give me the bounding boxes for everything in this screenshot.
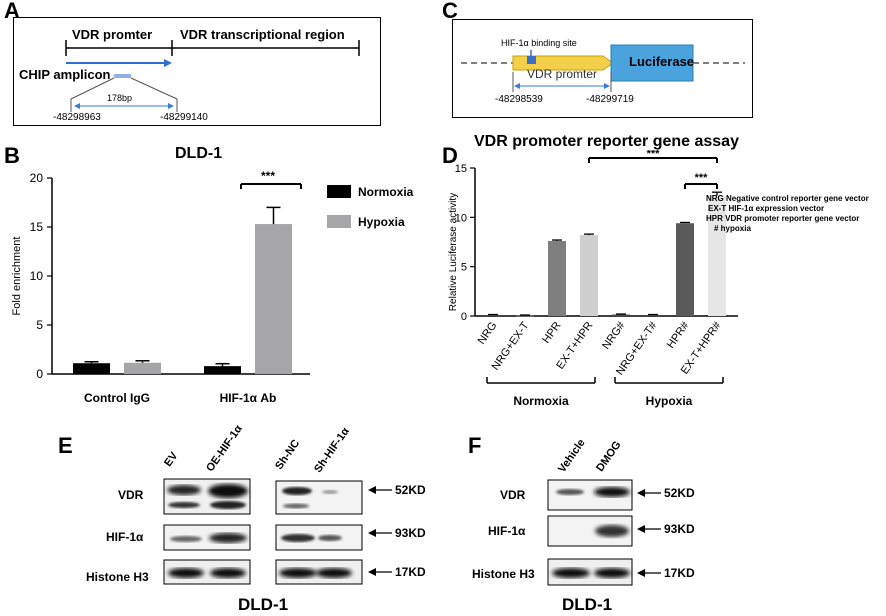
panel-d-label: D — [442, 143, 458, 168]
marker-17kd-f: 17KD — [664, 566, 695, 580]
marker-93kd-f: 93KD — [664, 522, 695, 536]
promoter-label: VDR promter — [72, 27, 153, 42]
chart-b-sig-stars: *** — [261, 169, 275, 183]
chart-d: 0 5 10 15 Relative Luciferase activity NRG NRG… — [448, 150, 738, 408]
chart-b-bar — [255, 224, 292, 374]
chart-b-category-label: HIF-1α Ab — [220, 391, 277, 405]
f-row-histone: Histone H3 — [472, 567, 535, 581]
c-promoter-label: VDR promter — [527, 67, 598, 81]
chart-d-ytick-label: 15 — [455, 163, 467, 175]
f-row-hif: HIF-1α — [488, 524, 526, 538]
chart-d-ytick-label: 5 — [461, 262, 467, 274]
chart-d-category-label: NRG# — [600, 319, 628, 352]
chart-d-category-label: NRG — [476, 320, 500, 347]
chart-b-category-label: Control IgG — [84, 391, 150, 405]
chart-b-legend-label: Hypoxia — [358, 215, 405, 229]
chart-b-legend-swatch — [327, 185, 351, 198]
position-left: -48298963 — [53, 112, 101, 123]
chart-b-ytick-label: 10 — [30, 269, 44, 283]
cell-label-f: DLD-1 — [562, 595, 613, 614]
luciferase-label: Luciferase — [629, 54, 695, 69]
chart-d-legend: NRG Negative control reporter gene vecto… — [706, 194, 869, 234]
lane-ev: EV — [162, 450, 181, 469]
bp-label: 178bp — [107, 93, 133, 103]
f-row-vdr: VDR — [500, 488, 526, 502]
chart-b-ylabel: Fold enrichment — [11, 237, 23, 316]
chart-d-bar — [580, 235, 598, 316]
chart-b-legend-label: Normoxia — [358, 185, 414, 199]
marker-52kd-e: 52KD — [395, 483, 426, 497]
legend-line-4: # hypoxia — [714, 224, 751, 233]
chart-b-legend-swatch — [327, 215, 351, 228]
panel-c-label: C — [442, 0, 458, 23]
chart-b-title: DLD-1 — [175, 145, 223, 162]
lane-sh-nc: Sh-NC — [273, 437, 303, 472]
chart-b-ytick-label: 15 — [30, 220, 44, 234]
panel-a-diagram — [65, 40, 360, 112]
c-position-right: -48299719 — [586, 94, 634, 105]
chart-b-bar — [204, 366, 241, 374]
position-right: -48299140 — [160, 112, 208, 123]
transcriptional-region-label: VDR transcriptional region — [180, 27, 345, 42]
chart-b: 0 5 10 15 20 Fold enrichment Control IgG HIF-1α… — [11, 169, 414, 405]
panel-a-box: VDR promter VDR transcriptional region C… — [13, 17, 381, 126]
row-vdr: VDR — [118, 488, 144, 502]
panel-e-label: E — [58, 433, 73, 458]
chart-d-group-label: Hypoxia — [646, 394, 693, 408]
chart-d-bar — [548, 241, 566, 316]
chart-d-bar — [516, 315, 534, 317]
legend-line-3: HPR VDR promoter reporter gene vector — [706, 214, 860, 223]
chart-d-ytick-label: 0 — [461, 311, 467, 323]
chart-b-bar — [73, 363, 110, 374]
row-histone: Histone H3 — [86, 570, 149, 584]
chart-d-bar — [644, 315, 662, 317]
row-hif: HIF-1α — [106, 530, 144, 544]
chart-b-ytick-label: 20 — [30, 171, 44, 185]
chart-d-sig-stars: *** — [695, 172, 709, 184]
chart-d-category-label: HPR — [540, 320, 563, 346]
chart-b-ytick-label: 0 — [36, 367, 43, 381]
marker-17kd-e: 17KD — [395, 565, 426, 579]
lane-dmog: DMOG — [594, 439, 624, 474]
chart-d-bar — [612, 314, 630, 316]
panel-c-box: HIF-1α binding site VDR promter Lucifera… — [452, 19, 753, 118]
cell-label-e: DLD-1 — [238, 595, 289, 614]
chip-amplicon-label: CHIP amplicon — [19, 67, 111, 82]
marker-93kd-e: 93KD — [395, 526, 426, 540]
binding-site-label: HIF-1α binding site — [501, 38, 577, 48]
chart-d-ylabel: Relative Luciferase activity — [448, 193, 459, 311]
chart-d-sig-stars: *** — [647, 150, 661, 160]
chart-d-title: VDR promoter reporter gene assay — [474, 133, 739, 150]
chart-d-group-label: Normoxia — [513, 394, 569, 408]
lane-vehicle: Vehicle — [556, 437, 588, 475]
marker-52kd-f: 52KD — [664, 486, 695, 500]
panel-c-diagram — [461, 44, 745, 92]
chart-d-bar — [676, 223, 694, 316]
legend-line-1: NRG Negative control reporter gene vecto… — [706, 194, 869, 203]
panel-b-label: B — [4, 143, 20, 168]
chart-d-ytick-label: 10 — [455, 212, 467, 224]
c-position-left: -48298539 — [495, 94, 543, 105]
chart-d-bar — [708, 195, 726, 316]
chart-b-ytick-label: 5 — [36, 318, 43, 332]
chart-b-bar — [124, 362, 161, 374]
chart-d-category-label: HPR# — [665, 319, 692, 351]
panel-f-label: F — [468, 433, 482, 458]
legend-line-2: EX-T HIF-1α expression vector — [708, 204, 825, 213]
chart-d-bar — [484, 315, 502, 317]
